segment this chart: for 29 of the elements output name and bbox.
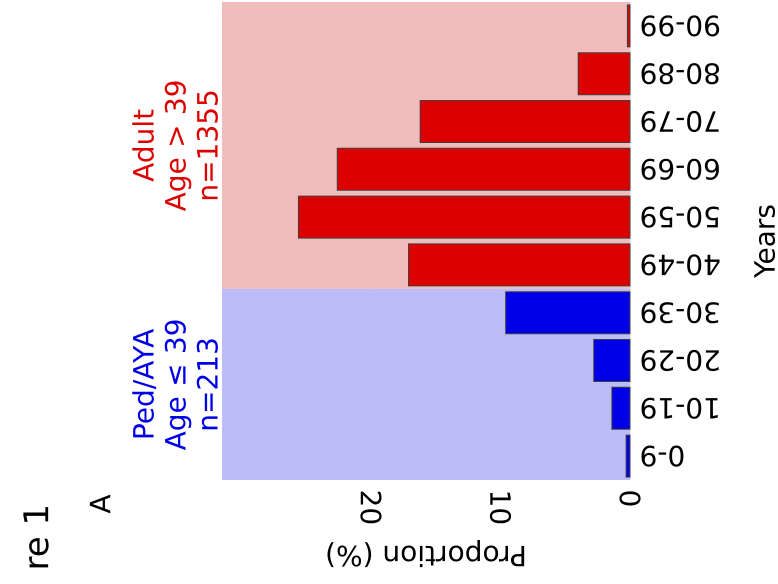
text: re 1 bbox=[23, 507, 49, 568]
y-tick-label: 70-79 bbox=[642, 110, 719, 132]
x-axis-title: Proportion (%) bbox=[327, 540, 524, 568]
y-tick-label: 40-49 bbox=[642, 254, 720, 276]
bar bbox=[336, 148, 631, 191]
y-tick-label: 80-89 bbox=[642, 63, 719, 84]
y-axis-title: Years bbox=[754, 205, 776, 278]
bar bbox=[611, 386, 631, 430]
y-tick-label: 30-39 bbox=[642, 302, 719, 324]
text: A bbox=[90, 494, 110, 514]
bar bbox=[298, 196, 631, 239]
bar bbox=[626, 4, 631, 48]
x-tick-label: 0 bbox=[619, 491, 641, 506]
x-tick-label: 10 bbox=[490, 492, 512, 524]
x-tick-label: 20 bbox=[360, 492, 382, 524]
y-tick-label: 10-19 bbox=[642, 398, 718, 419]
y-tick-label: 0-9 bbox=[642, 446, 684, 467]
bar bbox=[593, 339, 631, 382]
bar bbox=[626, 434, 631, 478]
y-tick-label: 50-59 bbox=[642, 206, 719, 228]
band-label: Adult Age > 39 n=1355 bbox=[132, 81, 218, 212]
y-tick-label: 90-99 bbox=[642, 15, 720, 36]
bar bbox=[408, 243, 631, 286]
y-tick-label: 60-69 bbox=[642, 158, 719, 180]
bar bbox=[505, 291, 631, 334]
y-tick-label: 20-29 bbox=[642, 350, 719, 372]
band-label: Ped/AYA Age ≤ 39 n=213 bbox=[132, 320, 218, 450]
bar bbox=[578, 52, 631, 96]
bar bbox=[420, 100, 631, 144]
